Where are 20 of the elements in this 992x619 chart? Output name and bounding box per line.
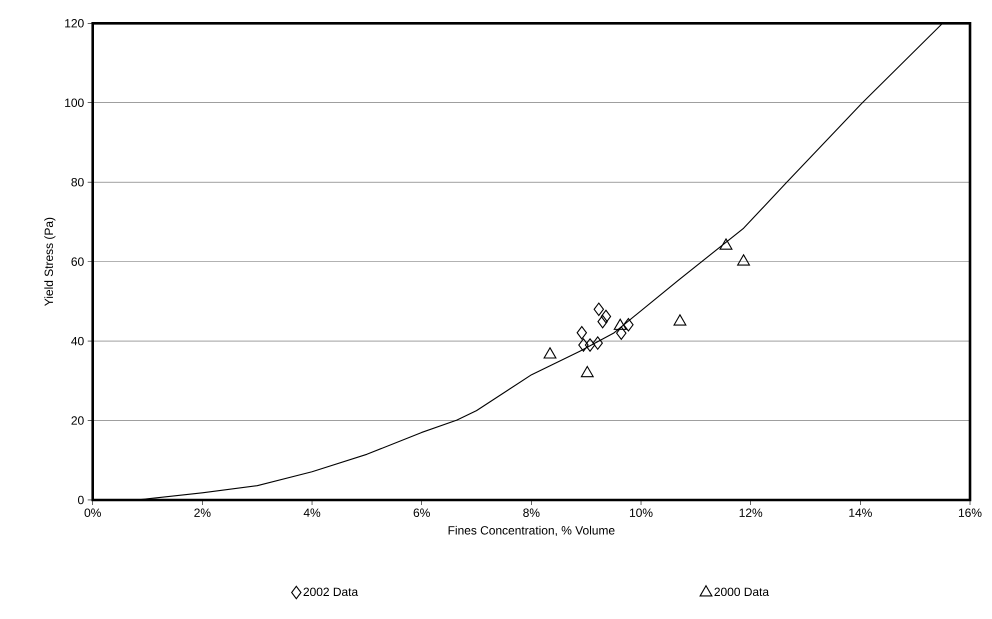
y-tick-label: 60	[72, 257, 84, 266]
y-tick-label: 100	[65, 98, 84, 107]
legend-label: 2002 Data	[304, 588, 358, 596]
x-tick-label: 14%	[849, 508, 872, 517]
x-tick-label: 6%	[414, 508, 430, 517]
x-tick-label: 8%	[523, 508, 540, 517]
x-tick-label: 12%	[740, 508, 762, 517]
legend-label: 2000 Data	[714, 588, 770, 596]
y-tick-label: 0	[78, 496, 84, 504]
y-axis-title: Yield Stress (Pa)	[44, 218, 56, 306]
x-tick-label: 4%	[304, 508, 320, 517]
x-tick-label: 10%	[630, 508, 653, 517]
x-axis-title: Fines Concentration, % Volume	[448, 526, 615, 536]
y-tick-label: 40	[71, 336, 84, 346]
x-tick-label: 16%	[958, 508, 982, 517]
x-tick-label: 2%	[194, 508, 211, 517]
y-tick-label: 120	[65, 19, 84, 28]
x-tick-label: 0%	[84, 508, 101, 517]
y-tick-label: 20	[71, 416, 84, 425]
y-tick-label: 80	[71, 178, 84, 186]
